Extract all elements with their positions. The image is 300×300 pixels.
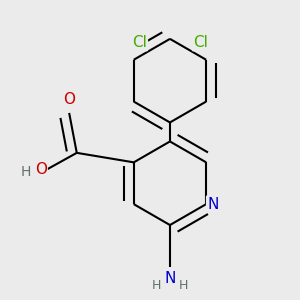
- Text: N: N: [164, 271, 175, 286]
- Text: O: O: [35, 162, 47, 177]
- Text: N: N: [207, 196, 218, 211]
- Text: H: H: [20, 165, 31, 179]
- Text: O: O: [63, 92, 75, 107]
- Text: H: H: [178, 279, 188, 292]
- Text: H: H: [152, 279, 161, 292]
- Text: Cl: Cl: [193, 35, 208, 50]
- Text: Cl: Cl: [132, 35, 147, 50]
